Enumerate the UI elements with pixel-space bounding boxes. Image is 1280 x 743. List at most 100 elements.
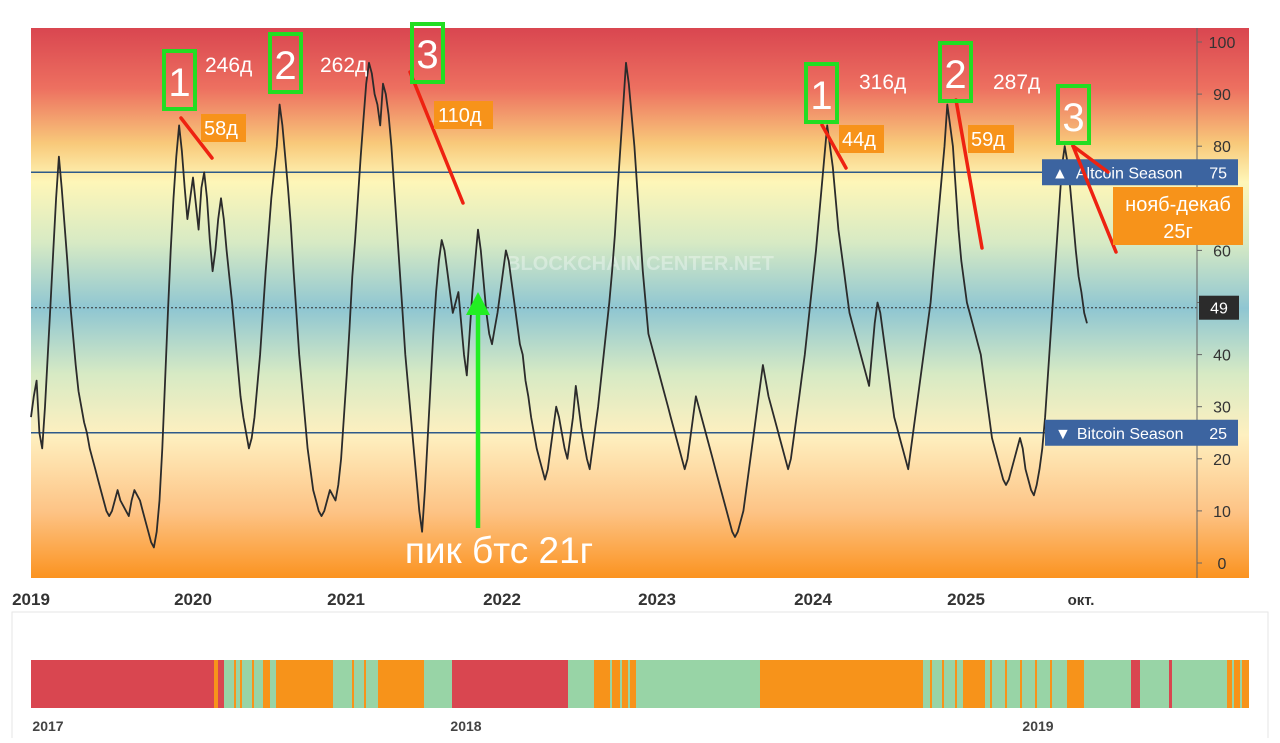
y-tick-label: 0 [1218, 556, 1227, 573]
navigator-stripe [364, 660, 366, 708]
cycle-number: 1 [168, 61, 190, 105]
drawdown-line [1071, 144, 1118, 254]
drawdown-labels: 58д 110д 44д 59д [201, 101, 1014, 153]
btc-peak-label: пик бтс 21г [405, 530, 593, 571]
duration-label: 287д [993, 71, 1040, 94]
navigator-band [283, 660, 333, 708]
cycle-number: 1 [810, 74, 832, 118]
y-tick-label: 80 [1213, 139, 1231, 156]
navigator-timeline[interactable] [31, 660, 1249, 708]
navigator-band [1169, 660, 1172, 708]
x-axis: 2019 2020 2021 2022 2023 2024 2025 окт. [12, 590, 1094, 609]
svg-text:75: 75 [1209, 165, 1227, 182]
y-tick-label: 100 [1209, 35, 1236, 52]
svg-text:25г: 25г [1163, 221, 1193, 243]
bitcoin-season-label: ▼ Bitcoin Season 25 [1045, 419, 1238, 446]
drawdown-label: 59д [971, 129, 1005, 151]
navigator-band [263, 660, 270, 708]
navigator-stripe [1050, 660, 1052, 708]
navigator-stripe [942, 660, 944, 708]
triangle-down-icon: ▼ [1055, 426, 1071, 443]
navigator-stripe [1020, 660, 1022, 708]
navigator-year-label: 2018 [450, 718, 481, 734]
duration-labels: 246д 262д 316д 287д [205, 54, 1040, 94]
y-tick-label: 10 [1213, 504, 1231, 521]
x-tick-label: 2024 [794, 590, 832, 609]
y-tick-label: 30 [1213, 400, 1231, 417]
navigator-stripe [252, 660, 254, 708]
x-tick-label: 2025 [947, 590, 985, 609]
navigator-stripe [352, 660, 354, 708]
svg-text:▼Bitcoin Season: ▼ Bitcoin Season [1055, 426, 1184, 443]
navigator-stripe [1035, 660, 1037, 708]
watermark: BLOCKCHAIN CENTER.NET [506, 253, 774, 275]
navigator-band [1140, 660, 1169, 708]
navigator-band [760, 660, 923, 708]
navigator-stripe [628, 660, 630, 708]
navigator-stripe [234, 660, 236, 708]
navigator-stripe [990, 660, 992, 708]
navigator-band [270, 660, 276, 708]
navigator-band [276, 660, 283, 708]
navigator-band [224, 660, 263, 708]
altcoin-index-series-line [30, 61, 1088, 549]
drawdown-line [179, 116, 214, 160]
nov-dec-annotation: нояб-декаб 25г [1113, 187, 1243, 245]
svg-text:нояб-декаб: нояб-декаб [1125, 194, 1231, 216]
duration-label: 246д [205, 54, 252, 77]
cycle-number: 3 [416, 33, 438, 77]
navigator-band [31, 660, 214, 708]
navigator-frame [11, 611, 1269, 743]
navigator-stripe [650, 660, 652, 708]
svg-text:25: 25 [1209, 426, 1227, 443]
navigator-labels: 2017 2018 2019 [32, 718, 1053, 734]
navigator-band [1172, 660, 1227, 708]
cycle-markers: 1 2 3 1 2 3 [162, 22, 1091, 145]
drawdown-label: 58д [204, 118, 238, 140]
navigator-band [424, 660, 452, 708]
drawdown-line [1071, 144, 1110, 174]
navigator-year-label: 2019 [1022, 718, 1053, 734]
navigator-stripe [1240, 660, 1242, 708]
x-tick-label: 2023 [638, 590, 676, 609]
drawdown-line [408, 70, 465, 205]
drawdown-line [954, 98, 984, 250]
btc-peak-arrow [466, 292, 490, 528]
navigator-band [1131, 660, 1140, 708]
navigator-stripe [296, 660, 298, 708]
triangle-up-icon: ▲ [1052, 165, 1068, 182]
drawdown-label: 110д [438, 105, 482, 127]
y-tick-label: 20 [1213, 452, 1231, 469]
svg-text:49: 49 [1210, 301, 1228, 318]
navigator-stripe [620, 660, 622, 708]
cycle-number: 3 [1062, 96, 1084, 140]
navigator-stripe [1232, 660, 1234, 708]
current-value-label: 49 [1199, 295, 1239, 320]
x-tick-label: 2020 [174, 590, 212, 609]
navigator-band [1084, 660, 1131, 708]
navigator-stripe [304, 660, 306, 708]
cycle-number: 2 [274, 44, 296, 88]
navigator-stripe [930, 660, 932, 708]
navigator-stripe [1005, 660, 1007, 708]
navigator-band [378, 660, 385, 708]
duration-label: 262д [320, 54, 367, 77]
navigator-stripe [642, 660, 644, 708]
drawdown-line [820, 123, 848, 170]
navigator-band [214, 660, 218, 708]
navigator-band [1227, 660, 1249, 708]
navigator-band [333, 660, 378, 708]
altcoin-season-label: ▲ Altcoin Season 75 [1042, 159, 1238, 186]
x-tick-label: 2019 [12, 590, 50, 609]
y-tick-label: 90 [1213, 87, 1231, 104]
navigator-band [1067, 660, 1084, 708]
navigator-band [568, 660, 594, 708]
x-tick-label: окт. [1068, 592, 1095, 609]
y-tick-label: 40 [1213, 348, 1231, 365]
drawdown-label: 44д [842, 129, 876, 151]
navigator-band [452, 660, 457, 708]
navigator-stripe [610, 660, 612, 708]
x-tick-label: 2022 [483, 590, 521, 609]
